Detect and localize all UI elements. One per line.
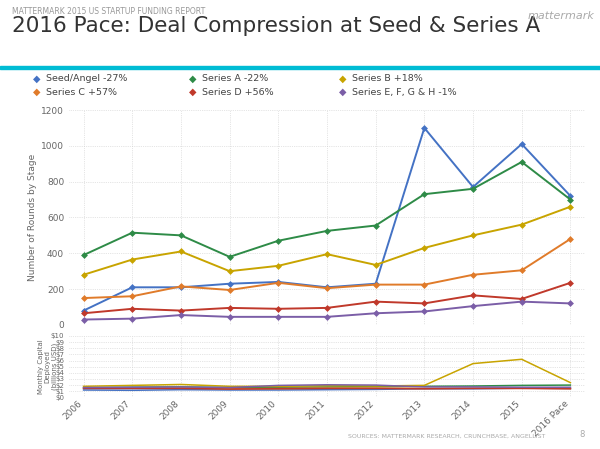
Text: Series A -22%: Series A -22% bbox=[202, 74, 268, 83]
Text: 2016 Pace: Deal Compression at Seed & Series A: 2016 Pace: Deal Compression at Seed & Se… bbox=[12, 16, 540, 36]
Y-axis label: Number of Rounds by Stage: Number of Rounds by Stage bbox=[28, 154, 37, 281]
Text: ◆: ◆ bbox=[339, 87, 346, 97]
Text: Seed/Angel -27%: Seed/Angel -27% bbox=[46, 74, 128, 83]
Text: mattermark: mattermark bbox=[528, 11, 595, 21]
Text: Series D +56%: Series D +56% bbox=[202, 88, 274, 97]
Text: 8: 8 bbox=[580, 430, 585, 439]
Y-axis label: Monthly Capital
Deployed
(billions USD): Monthly Capital Deployed (billions USD) bbox=[38, 339, 58, 394]
Text: MATTERMARK 2015 US STARTUP FUNDING REPORT: MATTERMARK 2015 US STARTUP FUNDING REPOR… bbox=[12, 7, 205, 16]
Text: Series E, F, G & H -1%: Series E, F, G & H -1% bbox=[352, 88, 457, 97]
Text: ◆: ◆ bbox=[33, 87, 41, 97]
Text: ◆: ◆ bbox=[189, 74, 197, 84]
Text: SOURCES: MATTERMARK RESEARCH, CRUNCHBASE, ANGELLIST: SOURCES: MATTERMARK RESEARCH, CRUNCHBASE… bbox=[348, 434, 545, 439]
Text: Series C +57%: Series C +57% bbox=[46, 88, 117, 97]
Text: ◆: ◆ bbox=[339, 74, 346, 84]
Text: Series B +18%: Series B +18% bbox=[352, 74, 423, 83]
Text: ◆: ◆ bbox=[189, 87, 197, 97]
Text: ◆: ◆ bbox=[33, 74, 41, 84]
